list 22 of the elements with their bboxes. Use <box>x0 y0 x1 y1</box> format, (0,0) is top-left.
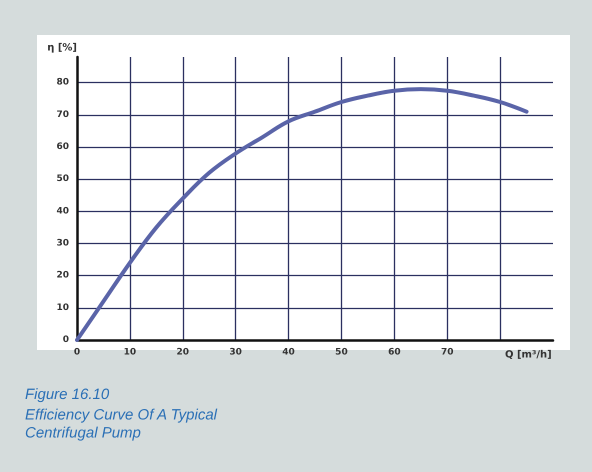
y-tick-label: 30 <box>56 238 69 249</box>
x-tick-label: 30 <box>229 348 242 358</box>
x-tick-label: 60 <box>388 348 401 358</box>
x-axis-title: Q [m³/h] <box>505 350 552 360</box>
x-tick-label: 0 <box>74 348 80 358</box>
x-tick-label: 40 <box>282 348 295 358</box>
y-tick-label: 10 <box>56 302 69 313</box>
y-tick-label: 50 <box>56 174 69 184</box>
y-axis-title: η [%] <box>47 42 77 54</box>
line-series <box>75 87 529 342</box>
x-tick-label: 20 <box>176 348 190 358</box>
y-tick-label: 0 <box>62 335 69 345</box>
text: Figure 16.10 <box>25 386 110 403</box>
x-tick-label: 50 <box>335 348 348 358</box>
y-tick-label: 70 <box>56 110 69 120</box>
x-tick-label: 10 <box>124 348 136 358</box>
x-tick-label: 70 <box>440 348 454 358</box>
y-tick-label: 80 <box>56 78 69 88</box>
text: Efficiency Curve Of A Typical Centrifugal Pump <box>25 406 222 442</box>
y-tick-label: 20 <box>56 270 69 281</box>
y-tick-label: 40 <box>56 206 69 216</box>
y-tick-label: 60 <box>56 142 69 152</box>
